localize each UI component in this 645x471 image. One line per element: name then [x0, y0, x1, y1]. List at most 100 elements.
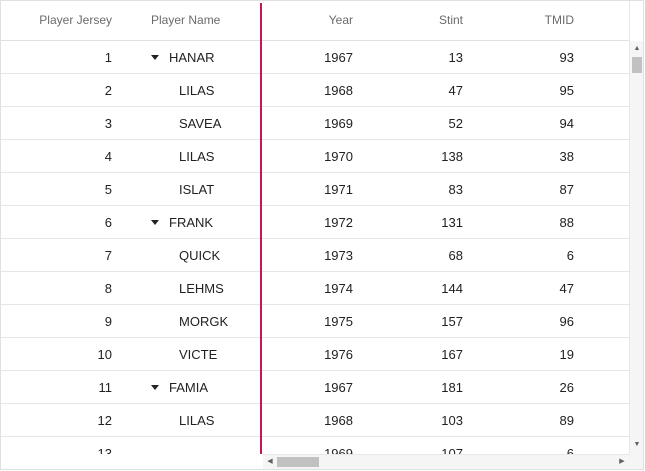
cell-stint: 83	[448, 182, 463, 197]
cell-player-name: LILAS	[151, 74, 289, 106]
player-name-text: LEHMS	[179, 281, 224, 296]
cell-stint: 103	[441, 413, 463, 428]
vertical-scrollbar[interactable]: ▲ ▼	[629, 41, 643, 454]
cell-player-jersey: 12	[97, 413, 112, 428]
cell-stint: 167	[441, 347, 463, 362]
cell-player-jersey: 13	[97, 446, 112, 454]
cell-player-name: FAMIA	[151, 371, 261, 403]
cell-stint: 181	[441, 380, 463, 395]
cell-year: 1968	[324, 83, 353, 98]
table-row[interactable]: 1 HANAR 1967 13 93	[1, 41, 629, 74]
cell-stint: 157	[441, 314, 463, 329]
cell-year: 1975	[324, 314, 353, 329]
chevron-down-icon[interactable]	[151, 385, 159, 391]
arrow-right-icon[interactable]: ▶	[619, 458, 625, 465]
arrow-up-icon[interactable]: ▲	[633, 45, 641, 52]
cell-player-name: LILAS	[151, 404, 289, 436]
player-name-text: VICTE	[179, 347, 218, 362]
player-name-text: SAVEA	[179, 116, 222, 131]
cell-year: 1971	[324, 182, 353, 197]
cell-player-name: LILAS	[151, 140, 289, 172]
table-row[interactable]: 2 LILAS 1968 47 95	[1, 74, 629, 107]
horizontal-scroll-thumb[interactable]	[277, 457, 319, 467]
table-row[interactable]: 5 ISLAT 1971 83 87	[1, 173, 629, 206]
cell-stint: 13	[448, 50, 463, 65]
cell-tmid: 47	[559, 281, 574, 296]
cell-stint: 68	[448, 248, 463, 263]
column-header-tmid[interactable]: TMID	[544, 13, 574, 27]
table-row[interactable]: 13 1969 107 6	[1, 437, 629, 454]
player-name-text: FRANK	[169, 215, 214, 230]
cell-player-jersey: 4	[104, 149, 112, 164]
column-header-stint[interactable]: Stint	[438, 13, 463, 27]
column-header-player-name[interactable]: Player Name	[151, 13, 221, 27]
cell-tmid: 95	[559, 83, 574, 98]
cell-year: 1967	[324, 380, 353, 395]
arrow-left-icon[interactable]: ◀	[267, 458, 273, 465]
cell-year: 1973	[324, 248, 353, 263]
cell-player-name: LEHMS	[151, 272, 289, 304]
cell-player-jersey: 10	[97, 347, 112, 362]
table-row[interactable]: 7 QUICK 1973 68 6	[1, 239, 629, 272]
table-row[interactable]: 3 SAVEA 1969 52 94	[1, 107, 629, 140]
cell-year: 1967	[324, 50, 353, 65]
frozen-column-divider	[260, 3, 262, 454]
column-header-year[interactable]: Year	[328, 13, 353, 27]
column-header-player-jersey[interactable]: Player Jersey	[39, 13, 112, 27]
table-row[interactable]: 11 FAMIA 1967 181 26	[1, 371, 629, 404]
player-name-text: LILAS	[179, 413, 215, 428]
table-row[interactable]: 10 VICTE 1976 167 19	[1, 338, 629, 371]
player-name-text: HANAR	[169, 50, 215, 65]
header-scroll-gap	[629, 1, 643, 41]
cell-player-jersey: 5	[104, 182, 112, 197]
cell-player-jersey: 8	[104, 281, 112, 296]
cell-year: 1970	[324, 149, 353, 164]
cell-tmid: 89	[559, 413, 574, 428]
cell-player-jersey: 7	[104, 248, 112, 263]
grid-body: 1 HANAR 1967 13 93 2 LILAS 1968 47 95 3 SAVEA 1969 52…	[1, 41, 629, 454]
cell-stint: 52	[448, 116, 463, 131]
cell-stint: 107	[441, 446, 463, 454]
grid-header: Player Jersey Player Name Year Stint TMI…	[1, 1, 629, 41]
cell-player-jersey: 9	[104, 314, 112, 329]
cell-stint: 131	[441, 215, 463, 230]
cell-tmid: 96	[559, 314, 574, 329]
cell-year: 1974	[324, 281, 353, 296]
table-row[interactable]: 6 FRANK 1972 131 88	[1, 206, 629, 239]
cell-player-jersey: 2	[104, 83, 112, 98]
cell-tmid: 38	[559, 149, 574, 164]
cell-player-jersey: 1	[104, 50, 112, 65]
table-row[interactable]: 8 LEHMS 1974 144 47	[1, 272, 629, 305]
cell-tmid: 26	[559, 380, 574, 395]
player-name-text: FAMIA	[169, 380, 209, 395]
vertical-scroll-thumb[interactable]	[632, 57, 642, 73]
arrow-down-icon[interactable]: ▼	[633, 441, 641, 448]
horizontal-scrollbar[interactable]: ◀ ▶	[263, 454, 629, 469]
cell-tmid: 6	[566, 446, 574, 454]
table-row[interactable]: 4 LILAS 1970 138 38	[1, 140, 629, 173]
cell-player-name: MORGK	[151, 305, 289, 337]
table-row[interactable]: 12 LILAS 1968 103 89	[1, 404, 629, 437]
player-name-text: ISLAT	[179, 182, 215, 197]
player-name-text: QUICK	[179, 248, 221, 263]
chevron-down-icon[interactable]	[151, 220, 159, 226]
cell-tmid: 87	[559, 182, 574, 197]
cell-year: 1969	[324, 446, 353, 454]
cell-year: 1968	[324, 413, 353, 428]
cell-player-name: HANAR	[151, 41, 261, 73]
cell-stint: 138	[441, 149, 463, 164]
player-name-text: LILAS	[179, 83, 215, 98]
cell-player-name: VICTE	[151, 338, 289, 370]
cell-tmid: 94	[559, 116, 574, 131]
player-name-text: LILAS	[179, 149, 215, 164]
cell-tmid: 88	[559, 215, 574, 230]
cell-player-name: ISLAT	[151, 173, 289, 205]
cell-player-jersey: 3	[104, 116, 112, 131]
cell-year: 1976	[324, 347, 353, 362]
cell-player-name: SAVEA	[151, 107, 289, 139]
cell-stint: 47	[448, 83, 463, 98]
table-row[interactable]: 9 MORGK 1975 157 96	[1, 305, 629, 338]
cell-year: 1969	[324, 116, 353, 131]
cell-player-jersey: 11	[98, 380, 113, 395]
chevron-down-icon[interactable]	[151, 55, 159, 61]
